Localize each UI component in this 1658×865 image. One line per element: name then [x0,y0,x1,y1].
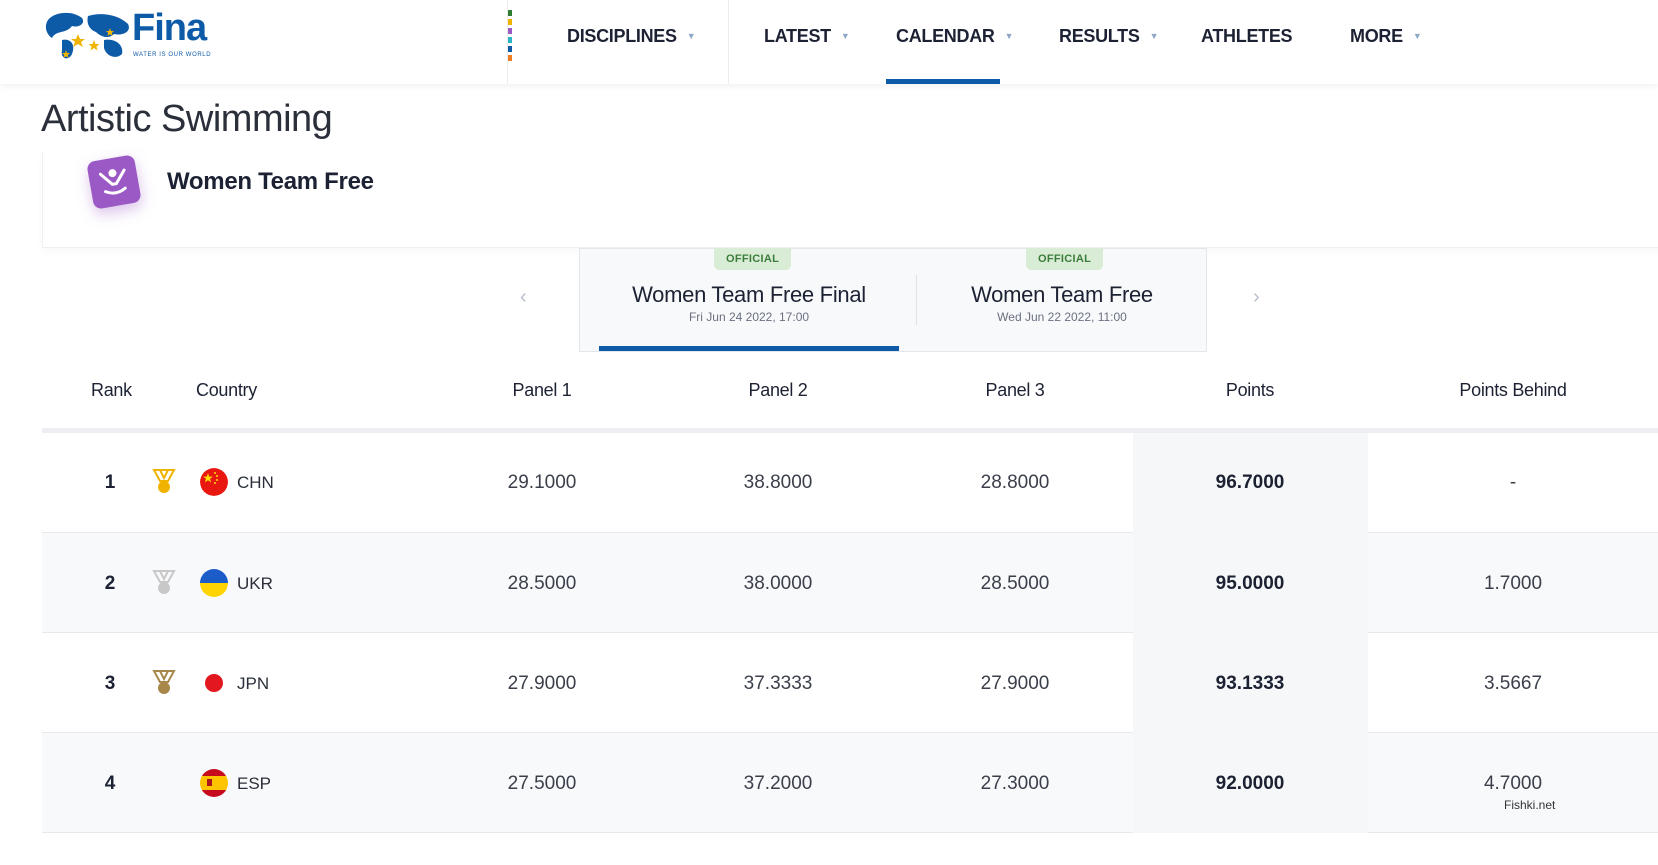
watermark: Fishki.net [1504,798,1556,812]
col-country[interactable]: Country [196,380,257,400]
event-card [42,152,1658,248]
next-phase-arrow-icon[interactable]: › [1253,286,1260,308]
points-column-highlight [1133,433,1368,833]
points-behind: - [1509,472,1517,493]
status-badge: OFFICIAL [714,248,792,270]
chevron-down-icon: ▼ [686,31,696,41]
header-rule [42,428,1658,433]
results-table-header: Rank Country Panel 1 Panel 2 Panel 3 Poi… [42,360,1658,430]
points-behind: 3.5667 [1483,673,1543,694]
nav-label: RESULTS [1059,25,1140,46]
nav-label: LATEST [764,25,831,46]
rank-value: 4 [104,773,116,794]
col-rank[interactable]: Rank [91,380,132,400]
country-code[interactable]: CHN [237,473,274,492]
panel3-score: 28.5000 [980,573,1050,594]
nav-disciplines[interactable]: DISCIPLINES ▼ [567,24,696,48]
rank-value: 3 [104,673,116,694]
phase-name: Women Team Free [971,282,1153,307]
phase-date: Wed Jun 22 2022, 11:00 [997,310,1127,324]
panel2-score: 38.8000 [743,472,813,493]
nav-latest[interactable]: LATEST ▼ [764,24,850,48]
total-points: 96.7000 [1215,472,1285,493]
ukraine-flag-icon [200,569,228,597]
rank-value: 2 [104,573,116,594]
points-behind: 4.7000 [1483,773,1543,794]
status-badge: OFFICIAL [1026,248,1104,270]
tab-women-team-free-final[interactable]: OFFICIAL Women Team Free Final Fri Jun 2… [599,248,899,348]
nav-results[interactable]: RESULTS ▼ [1059,24,1158,48]
artistic-swimming-icon [86,154,142,210]
brand-name[interactable]: Fina [132,7,207,49]
panel2-score: 37.2000 [743,773,813,794]
chevron-down-icon: ▼ [1149,31,1159,41]
col-panel1[interactable]: Panel 1 [512,380,572,400]
col-panel3[interactable]: Panel 3 [985,380,1045,400]
top-header: Fina WATER IS OUR WORLD DISCIPLINES ▼ LAT… [0,0,1658,84]
chevron-down-icon: ▼ [1004,31,1014,41]
panel1-score: 28.5000 [507,573,577,594]
country-code[interactable]: UKR [237,574,273,593]
country-code[interactable]: ESP [237,774,272,793]
panel2-score: 37.3333 [743,673,813,694]
event-title: Women Team Free [167,168,374,195]
table-row[interactable] [42,533,1658,633]
total-points: 95.0000 [1215,573,1285,594]
col-points[interactable]: Points [1225,380,1275,400]
panel3-score: 27.9000 [980,673,1050,694]
country-code[interactable]: JPN [237,674,270,693]
nav-label: MORE [1350,25,1403,46]
total-points: 93.1333 [1215,673,1285,694]
panel1-score: 27.9000 [507,673,577,694]
phase-date: Fri Jun 24 2022, 17:00 [688,310,810,324]
brand-tagline: WATER IS OUR WORLD [133,52,212,58]
gold-medal-icon [152,469,176,493]
nav-calendar[interactable]: CALENDAR ▼ [896,24,1014,48]
table-row[interactable] [42,733,1658,833]
panel3-score: 27.3000 [980,773,1050,794]
bronze-medal-icon [152,670,176,694]
rank-value: 1 [104,472,116,493]
panel3-score: 28.8000 [980,472,1050,493]
phase-name: Women Team Free Final [632,282,866,307]
points-behind: 1.7000 [1483,573,1543,594]
table-row[interactable] [42,433,1658,533]
total-points: 92.0000 [1215,773,1285,794]
chevron-down-icon: ▼ [840,31,850,41]
nav-more[interactable]: MORE ▼ [1350,24,1422,48]
col-panel2[interactable]: Panel 2 [748,380,808,400]
panel1-score: 29.1000 [507,472,577,493]
tab-active-indicator [599,346,899,351]
nav-athletes[interactable]: ATHLETES [1201,24,1293,48]
spain-flag-icon [200,769,228,797]
col-points-behind[interactable]: Points Behind [1459,380,1567,400]
nav-divider [728,0,729,84]
tab-women-team-free[interactable]: OFFICIAL Women Team Free Wed Jun 22 2022… [912,248,1212,348]
silver-medal-icon [152,570,176,594]
nav-label: CALENDAR [896,25,995,46]
table-row[interactable] [42,633,1658,733]
tab-separator [916,275,917,325]
panel2-score: 38.0000 [743,573,813,594]
fina-logo-globe[interactable] [42,10,132,66]
china-flag-icon [200,468,228,496]
chevron-down-icon: ▼ [1412,31,1422,41]
panel1-score: 27.5000 [507,773,577,794]
nav-label: DISCIPLINES [567,25,677,46]
nav-label: ATHLETES [1201,25,1293,46]
color-strip-decoration [508,10,512,64]
page-title: Artistic Swimming [41,98,333,140]
japan-flag-icon [200,669,228,697]
prev-phase-arrow-icon[interactable]: ‹ [520,286,527,308]
nav-divider [507,0,508,84]
nav-active-indicator [886,79,1000,84]
